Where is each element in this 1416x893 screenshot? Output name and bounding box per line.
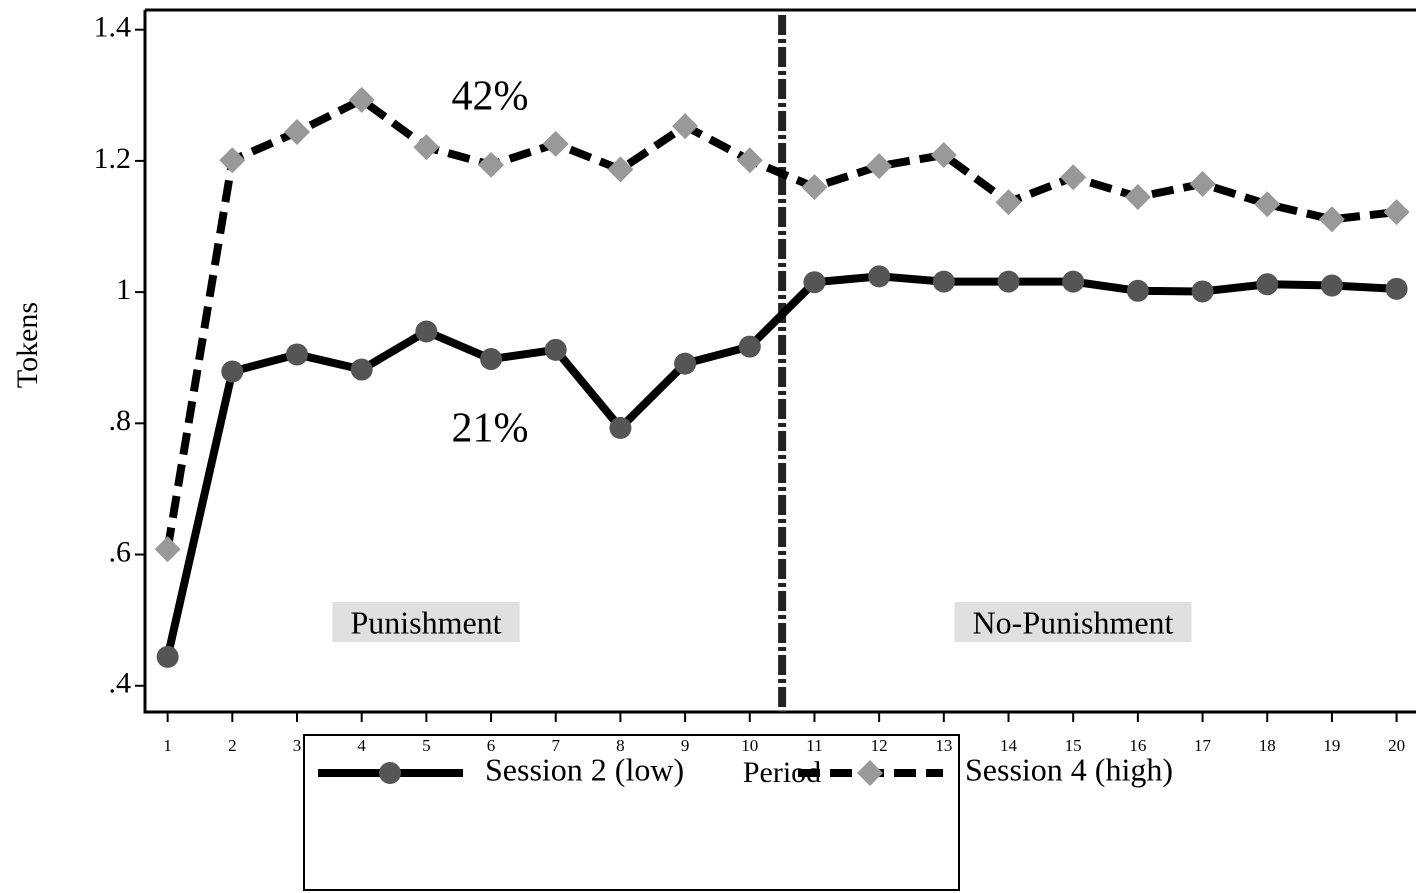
- marker: [995, 189, 1022, 216]
- annotation: 42%: [452, 74, 529, 120]
- marker: [1320, 274, 1343, 297]
- marker: [868, 265, 891, 288]
- x-tick-label: 12: [871, 736, 888, 755]
- x-tick-label: 1: [163, 736, 172, 755]
- y-tick-label: .8: [109, 404, 132, 437]
- marker: [674, 352, 697, 375]
- marker: [1124, 183, 1151, 210]
- marker: [997, 270, 1020, 293]
- marker: [379, 762, 401, 784]
- x-tick-label: 11: [806, 736, 822, 755]
- region-label: No-Punishment: [973, 604, 1174, 640]
- x-tick-label: 10: [741, 736, 758, 755]
- marker: [542, 130, 569, 157]
- x-tick-label: 17: [1194, 736, 1212, 755]
- marker: [156, 645, 179, 668]
- marker: [350, 358, 373, 381]
- y-axis-label: Tokens: [11, 302, 44, 388]
- x-tick-label: 2: [228, 736, 237, 755]
- y-tick-label: 1.2: [94, 142, 132, 175]
- marker: [803, 271, 826, 294]
- y-tick-label: 1.4: [94, 11, 132, 44]
- marker: [1318, 206, 1345, 233]
- marker: [1256, 273, 1279, 296]
- marker: [738, 335, 761, 358]
- legend-label: Session 4 (high): [965, 751, 1173, 787]
- marker: [286, 343, 309, 366]
- x-tick-label: 13: [935, 736, 952, 755]
- marker: [478, 151, 505, 178]
- x-tick-label: 4: [357, 736, 366, 755]
- marker: [607, 156, 634, 183]
- legend-label: Session 2 (low): [485, 751, 684, 787]
- marker: [1062, 270, 1085, 293]
- marker: [866, 153, 893, 180]
- marker: [1060, 164, 1087, 191]
- marker: [801, 174, 828, 201]
- marker: [1385, 277, 1408, 300]
- marker: [415, 320, 438, 343]
- x-tick-label: 6: [487, 736, 496, 755]
- region-label-bg: [954, 602, 1192, 642]
- x-tick-label: 20: [1388, 736, 1405, 755]
- marker: [609, 416, 632, 439]
- x-tick-label: 9: [681, 736, 690, 755]
- marker: [348, 86, 375, 113]
- marker: [1383, 199, 1410, 226]
- x-tick-label: 18: [1259, 736, 1276, 755]
- marker: [219, 147, 246, 174]
- marker: [413, 134, 440, 161]
- x-tick-label: 14: [1000, 736, 1018, 755]
- marker: [930, 141, 957, 168]
- marker: [1254, 191, 1281, 218]
- marker: [1126, 279, 1149, 302]
- marker: [1189, 170, 1216, 197]
- marker: [284, 119, 311, 146]
- marker: [154, 536, 181, 563]
- marker: [857, 760, 883, 786]
- x-tick-label: 15: [1065, 736, 1082, 755]
- marker: [480, 348, 503, 371]
- marker: [932, 270, 955, 293]
- y-tick-label: .6: [109, 535, 132, 568]
- marker: [544, 338, 567, 361]
- x-tick-label: 5: [422, 736, 431, 755]
- x-tick-label: 19: [1323, 736, 1340, 755]
- marker: [221, 360, 244, 383]
- y-tick-label: .4: [109, 667, 132, 700]
- x-tick-label: 16: [1129, 736, 1146, 755]
- legend-box: [303, 734, 960, 891]
- region-label-bg: [332, 602, 520, 642]
- marker: [1191, 280, 1214, 303]
- marker: [736, 147, 763, 174]
- region-label: Punishment: [350, 604, 501, 640]
- x-tick-label: 3: [293, 736, 302, 755]
- marker: [672, 113, 699, 140]
- x-tick-label: 7: [551, 736, 560, 755]
- annotation: 21%: [452, 406, 529, 452]
- plot-frame: [143, 8, 1416, 714]
- y-tick-label: 1: [116, 273, 131, 306]
- x-tick-label: 8: [616, 736, 625, 755]
